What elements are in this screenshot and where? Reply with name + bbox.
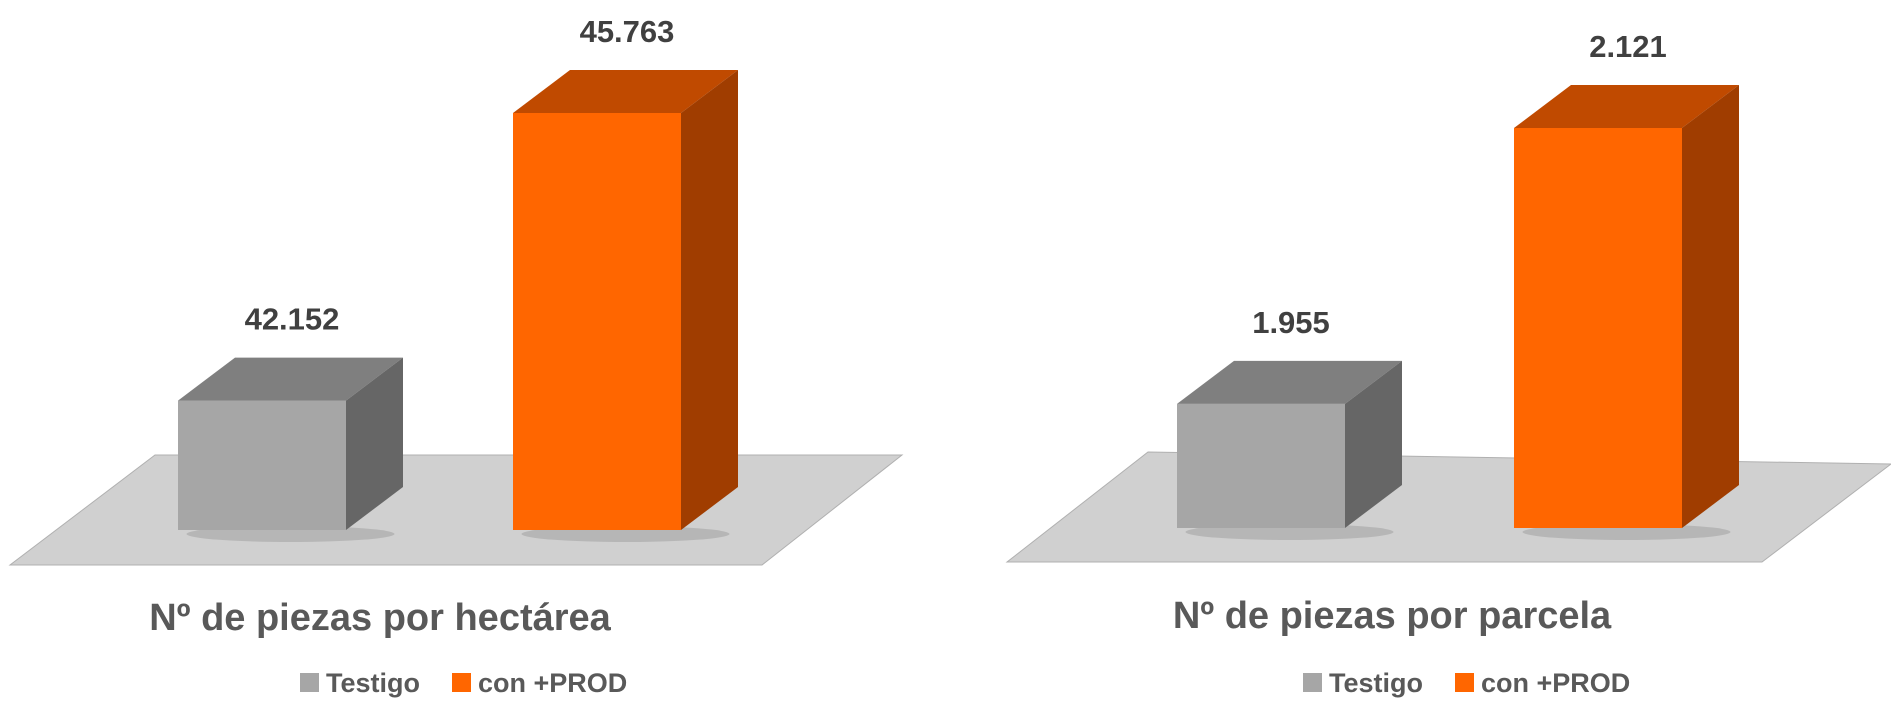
- chart-piezas-por-hectarea: 42.152 45.763 Nº de piezas por hectárea Tes…: [8, 14, 904, 698]
- data-label-con-prod: 45.763: [580, 14, 675, 49]
- legend-swatch-testigo: [300, 673, 319, 692]
- bar-con-prod: [513, 70, 738, 542]
- chart-floor: [1005, 451, 1891, 563]
- bar-testigo: [1177, 360, 1402, 540]
- bar-testigo-top-face: [178, 357, 403, 401]
- chart-title: Nº de piezas por hectárea: [149, 597, 611, 639]
- data-label-con-prod: 2.121: [1589, 29, 1667, 64]
- bar-con-prod: [1514, 85, 1739, 540]
- data-label-testigo: 42.152: [245, 302, 340, 337]
- legend-label-con-prod: con +PROD: [478, 668, 627, 698]
- bar-testigo-side-face: [1345, 360, 1402, 528]
- bar-testigo-top-face: [1177, 360, 1402, 404]
- legend-swatch-testigo: [1303, 673, 1322, 692]
- legend-swatch-con-prod: [1455, 673, 1474, 692]
- bar-con-prod-side-face: [681, 70, 738, 530]
- bar-testigo-front-face: [178, 400, 346, 530]
- bar-testigo: [178, 357, 403, 542]
- bar-con-prod-front-face: [513, 113, 681, 530]
- bar-con-prod-top-face: [513, 70, 738, 113]
- legend-label-testigo: Testigo: [1329, 668, 1423, 698]
- bar-con-prod-front-face: [1514, 128, 1682, 528]
- bar-con-prod-side-face: [1682, 85, 1739, 528]
- legend-swatch-con-prod: [452, 673, 471, 692]
- legend-label-testigo: Testigo: [326, 668, 420, 698]
- chart-piezas-por-parcela: 1.955 2.121 Nº de piezas por parcela Testig…: [1005, 29, 1891, 698]
- chart-title: Nº de piezas por parcela: [1173, 595, 1612, 637]
- bar-con-prod-top-face: [1514, 85, 1739, 128]
- bar-testigo-side-face: [346, 357, 403, 530]
- bar-testigo-front-face: [1177, 403, 1345, 528]
- legend-label-con-prod: con +PROD: [1481, 668, 1630, 698]
- data-label-testigo: 1.955: [1252, 305, 1330, 340]
- chart-floor: [8, 454, 904, 566]
